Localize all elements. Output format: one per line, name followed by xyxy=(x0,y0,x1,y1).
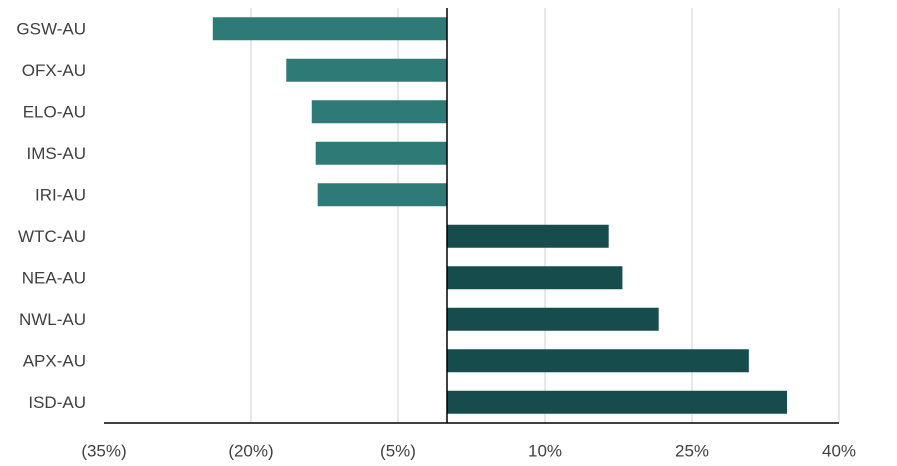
bar xyxy=(317,183,447,207)
x-tick-label: (35%) xyxy=(81,442,126,461)
category-label: IMS-AU xyxy=(27,144,87,163)
category-label: NEA-AU xyxy=(22,268,86,287)
axes xyxy=(104,8,839,424)
category-label: ELO-AU xyxy=(23,102,86,121)
x-tick-labels: (35%) (20%) (5%) 10% 25% 40% xyxy=(81,442,856,461)
x-tick-label: (5%) xyxy=(380,442,416,461)
bar xyxy=(447,307,659,331)
bar xyxy=(447,390,788,414)
x-tick-label: 40% xyxy=(822,442,856,461)
category-label: ISD-AU xyxy=(28,393,86,412)
bar xyxy=(212,17,447,41)
bar xyxy=(447,224,609,248)
bar xyxy=(447,349,749,373)
x-tick-label: (20%) xyxy=(228,442,273,461)
category-label: GSW-AU xyxy=(16,19,86,38)
category-labels: GSW-AU OFX-AU ELO-AU IMS-AU IRI-AU WTC-AU NEA-… xyxy=(16,19,86,412)
category-label: IRI-AU xyxy=(35,185,86,204)
bar xyxy=(311,100,447,124)
bars xyxy=(212,17,788,414)
category-label: WTC-AU xyxy=(18,227,86,246)
category-label: NWL-AU xyxy=(19,310,86,329)
bar xyxy=(315,141,447,165)
bar xyxy=(286,58,447,82)
x-tick-label: 10% xyxy=(528,442,562,461)
category-label: APX-AU xyxy=(23,351,86,370)
x-tick-label: 25% xyxy=(675,442,709,461)
category-label: OFX-AU xyxy=(22,61,86,80)
bar xyxy=(447,266,623,290)
